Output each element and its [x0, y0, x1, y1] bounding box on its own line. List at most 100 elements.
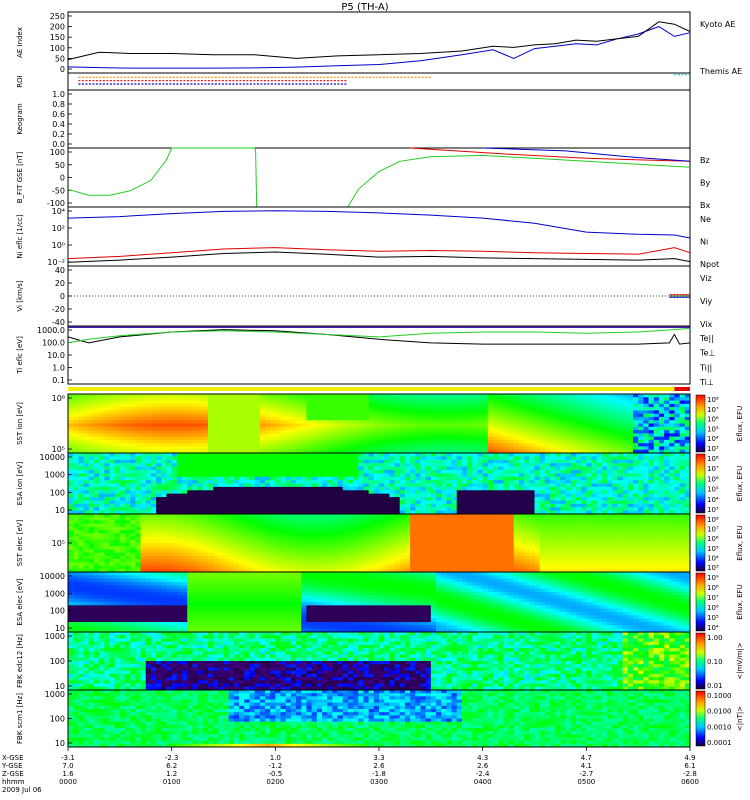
- heatmap-cell: [207, 500, 214, 505]
- heatmap-cell: [150, 559, 157, 563]
- heatmap-cell: [404, 439, 411, 444]
- heatmap-cell: [93, 436, 100, 441]
- heatmap-cell: [482, 486, 489, 491]
- heatmap-cell: [78, 555, 84, 560]
- heatmap-cell: [627, 416, 634, 421]
- heatmap-cell: [176, 539, 183, 544]
- heatmap-cell: [493, 426, 499, 431]
- heatmap-cell: [384, 493, 390, 498]
- heatmap-cell: [296, 463, 302, 467]
- heatmap-cell: [404, 433, 411, 438]
- heatmap-cell: [575, 469, 582, 474]
- heatmap-cell: [503, 469, 509, 474]
- heatmap-cell: [467, 456, 473, 461]
- heatmap-cell: [68, 413, 74, 418]
- heatmap-cell: [565, 397, 572, 401]
- heatmap-cell: [161, 443, 167, 447]
- heatmap-cell: [259, 469, 266, 474]
- heatmap-cell: [125, 430, 131, 434]
- heatmap-cell: [627, 456, 634, 461]
- heatmap-cell: [581, 480, 587, 484]
- heatmap-cell: [218, 503, 224, 508]
- heatmap-cell: [109, 394, 116, 398]
- heatmap-cell: [508, 449, 515, 454]
- heatmap-cell: [503, 463, 509, 467]
- heatmap-cell: [145, 497, 152, 501]
- heatmap-cell: [213, 517, 219, 521]
- heatmap-cell: [114, 466, 121, 471]
- heatmap-cell: [544, 469, 551, 474]
- heatmap-cell: [259, 430, 266, 434]
- heatmap-cell: [285, 483, 292, 488]
- heatmap-cell: [239, 407, 245, 411]
- heatmap-cell: [78, 420, 84, 424]
- heatmap-cell: [125, 410, 131, 415]
- heatmap-cell: [114, 394, 121, 398]
- heatmap-cell: [498, 480, 504, 484]
- heatmap-cell: [539, 394, 546, 398]
- heatmap-cell: [135, 469, 141, 474]
- heatmap-cell: [472, 507, 478, 512]
- heatmap-cell: [560, 469, 566, 474]
- heatmap-cell: [565, 463, 572, 467]
- heatmap-cell: [586, 439, 592, 444]
- heatmap-cell: [187, 523, 193, 528]
- heatmap-cell: [353, 410, 359, 415]
- heatmap-cell: [524, 410, 530, 415]
- heatmap-cell: [410, 439, 416, 444]
- heatmap-cell: [93, 430, 100, 434]
- heatmap-cell: [99, 480, 105, 484]
- heatmap-cell: [99, 536, 105, 541]
- heatmap-cell: [239, 413, 245, 418]
- heatmap-cell: [88, 503, 95, 508]
- heatmap-cell: [539, 500, 546, 505]
- heatmap-cell: [202, 483, 209, 488]
- heatmap-cell: [197, 439, 204, 444]
- heatmap-cell: [259, 439, 266, 444]
- heatmap-cell: [394, 420, 401, 424]
- heatmap-cell: [508, 480, 515, 484]
- heatmap-cell: [218, 546, 224, 550]
- heatmap-cell: [187, 397, 193, 401]
- heatmap-cell: [182, 449, 188, 454]
- heatmap-cell: [544, 507, 551, 512]
- heatmap-cell: [114, 423, 121, 428]
- heatmap-cell: [119, 539, 126, 544]
- heatmap-cell: [99, 562, 105, 566]
- heatmap-cell: [290, 476, 297, 481]
- heatmap-cell: [83, 430, 90, 434]
- heatmap-cell: [622, 497, 629, 501]
- heatmap-cell: [648, 466, 655, 471]
- heatmap-cell: [249, 483, 255, 488]
- heatmap-cell: [373, 423, 380, 428]
- heatmap-cell: [264, 403, 271, 408]
- heatmap-cell: [171, 562, 178, 566]
- heatmap-cell: [166, 520, 173, 525]
- heatmap-cell: [78, 490, 84, 495]
- heatmap-cell: [275, 463, 281, 467]
- heatmap-cell: [430, 423, 437, 428]
- heatmap-cell: [358, 446, 364, 451]
- heatmap-cell: [145, 439, 152, 444]
- heatmap-cell: [161, 490, 167, 495]
- heatmap-cell: [93, 483, 100, 488]
- heatmap-cell: [482, 436, 489, 441]
- heatmap-cell: [425, 420, 432, 424]
- heatmap-cell: [223, 430, 230, 434]
- heatmap-cell: [596, 503, 603, 508]
- heatmap-cell: [534, 416, 541, 421]
- heatmap-cell: [591, 410, 598, 415]
- heatmap-cell: [664, 423, 670, 428]
- heatmap-cell: [451, 407, 458, 411]
- heatmap-cell: [99, 403, 105, 408]
- cbar-tick-label: 10⁶: [707, 416, 719, 424]
- heatmap-cell: [373, 469, 380, 474]
- heatmap-cell: [218, 476, 224, 481]
- heatmap-cell: [570, 423, 577, 428]
- heatmap-cell: [674, 403, 681, 408]
- heatmap-cell: [679, 480, 686, 484]
- heatmap-cell: [218, 463, 224, 467]
- heatmap-cell: [358, 420, 364, 424]
- heatmap-cell: [223, 443, 230, 447]
- heatmap-cell: [441, 463, 447, 467]
